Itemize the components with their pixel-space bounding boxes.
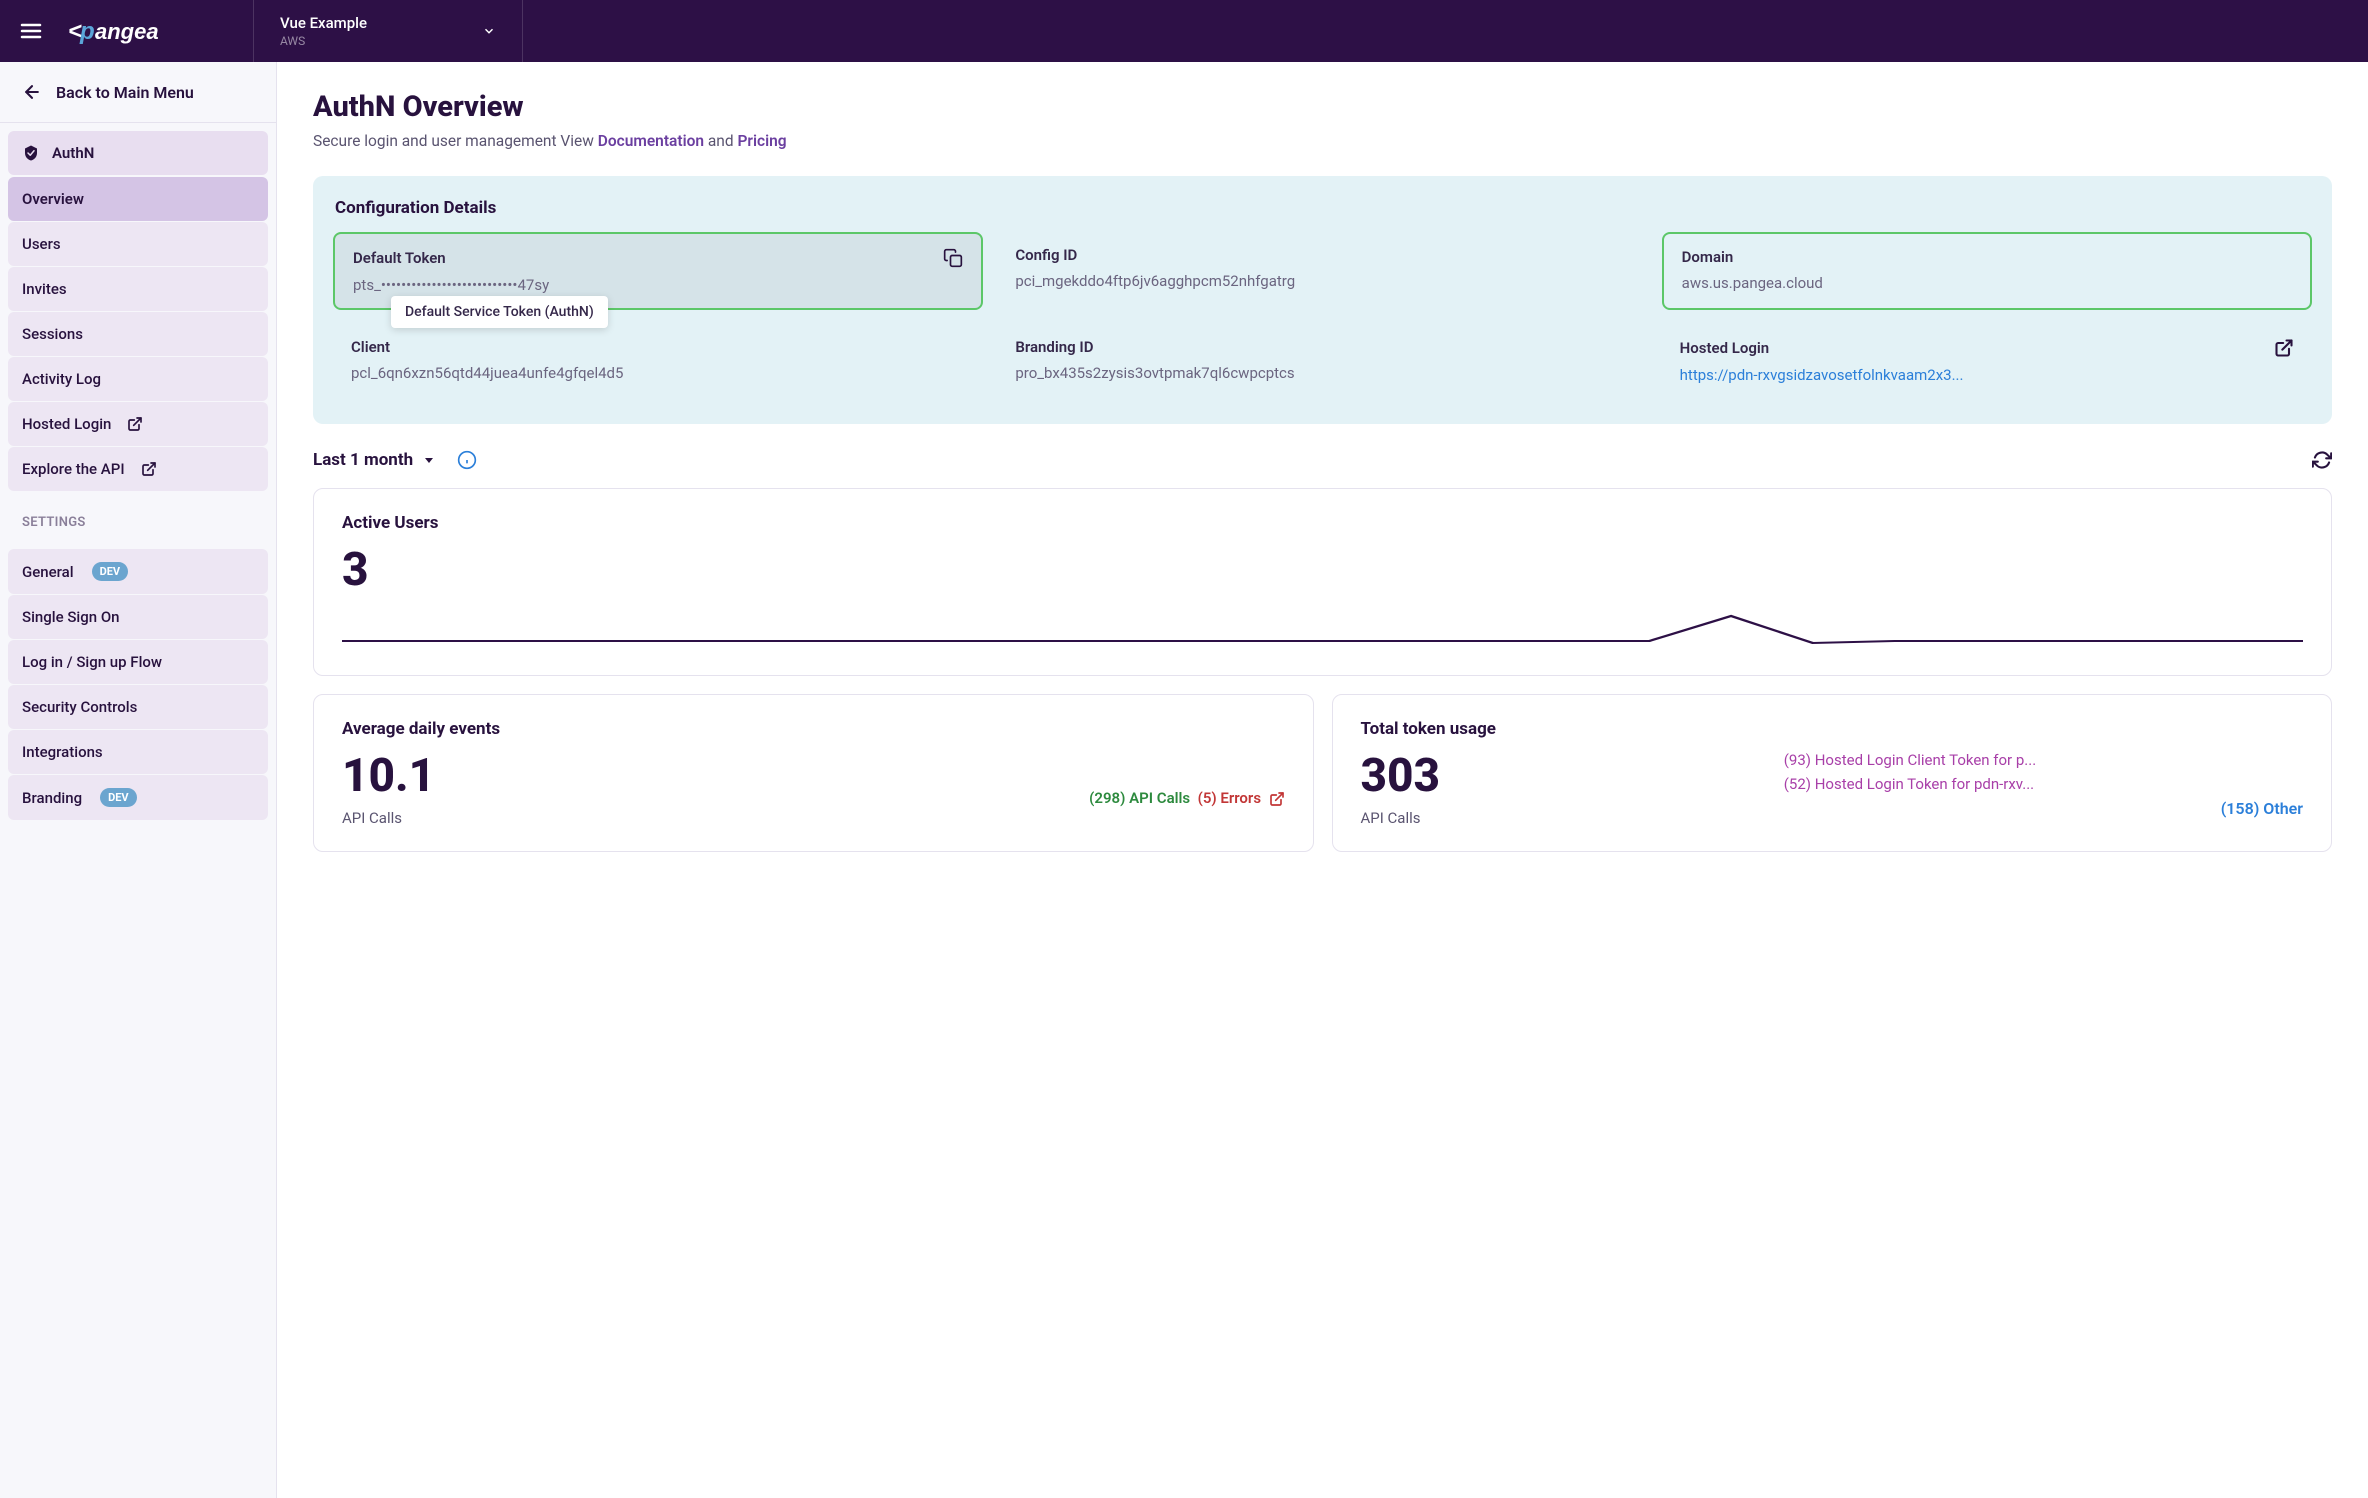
sidebar-item-general[interactable]: General DEV (8, 549, 268, 594)
token-usage-line-2: (52) Hosted Login Token for pdn-rxv... (1784, 775, 2303, 793)
active-users-value: 3 (342, 547, 2303, 593)
refresh-icon[interactable] (2312, 450, 2332, 470)
external-link-icon (127, 416, 143, 432)
svg-text:p: p (79, 18, 95, 45)
chevron-down-icon (482, 24, 496, 38)
sidebar-item-hosted-login[interactable]: Hosted Login (8, 402, 268, 446)
back-to-main-menu[interactable]: Back to Main Menu (0, 62, 276, 123)
back-label: Back to Main Menu (56, 83, 194, 102)
sidebar-item-sso[interactable]: Single Sign On (8, 595, 268, 639)
active-users-sparkline (342, 611, 2303, 651)
config-default-token-value: pts_•••••••••••••••••••••••••••47sy (353, 276, 963, 294)
project-sub: AWS (280, 34, 367, 48)
avg-events-sub: API Calls (342, 809, 1285, 827)
sidebar-item-overview[interactable]: Overview (8, 177, 268, 221)
page-title: AuthN Overview (313, 90, 2332, 124)
api-calls-count: (298) API Calls (1089, 789, 1190, 807)
token-usage-card: Total token usage (93) Hosted Login Clie… (1332, 694, 2333, 852)
period-selector[interactable]: Last 1 month (313, 450, 477, 470)
sidebar-item-integrations[interactable]: Integrations (8, 730, 268, 774)
external-link-icon[interactable] (1269, 791, 1285, 807)
shield-check-icon (22, 144, 40, 162)
page-subtitle: Secure login and user management View Do… (313, 132, 2332, 150)
config-client-token: Client pcl_6qn6xzn56qtd44juea4unfe4gfqel… (333, 324, 983, 398)
project-name: Vue Example (280, 14, 367, 32)
sidebar-item-users[interactable]: Users (8, 222, 268, 266)
avg-events-title: Average daily events (342, 719, 1285, 739)
arrow-left-icon (22, 82, 42, 102)
config-client-token-value: pcl_6qn6xzn56qtd44juea4unfe4gfqel4d5 (351, 364, 965, 382)
sidebar-item-invites[interactable]: Invites (8, 267, 268, 311)
caret-down-icon (423, 454, 435, 466)
external-link-icon[interactable] (2274, 338, 2294, 358)
token-usage-title: Total token usage (1361, 719, 2304, 739)
copy-icon[interactable] (943, 248, 963, 268)
avg-events-card: Average daily events (298) API Calls (5)… (313, 694, 1314, 852)
active-users-title: Active Users (342, 513, 2303, 533)
config-hosted-login: Hosted Login https://pdn-rxvgsidzavosetf… (1662, 324, 2312, 398)
main-content: AuthN Overview Secure login and user man… (277, 62, 2368, 1498)
token-usage-line-1: (93) Hosted Login Client Token for p... (1784, 751, 2303, 769)
config-domain: Domain aws.us.pangea.cloud (1662, 232, 2312, 310)
svg-text:angea: angea (95, 19, 159, 44)
config-config-id: Config ID pci_mgekddo4ftp6jv6agghpcm52nh… (997, 232, 1647, 310)
pangea-logo[interactable]: < p angea (62, 17, 253, 45)
sidebar-item-branding[interactable]: Branding DEV (8, 775, 268, 820)
hamburger-menu[interactable] (0, 19, 62, 43)
config-title: Configuration Details (333, 198, 2312, 218)
sidebar-top-label: AuthN (52, 144, 94, 162)
config-hosted-login-value[interactable]: https://pdn-rxvgsidzavosetfolnkvaam2x3..… (1680, 366, 2294, 384)
config-branding-id: Branding ID pro_bx435s2zysis3ovtpmak7ql6… (997, 324, 1647, 398)
errors-count: (5) Errors (1198, 789, 1261, 807)
dev-badge: DEV (100, 788, 137, 807)
config-branding-id-value: pro_bx435s2zysis3ovtpmak7ql6cwpcptcs (1015, 364, 1629, 382)
sidebar: Back to Main Menu AuthN Overview Users I… (0, 62, 277, 1498)
dev-badge: DEV (92, 562, 129, 581)
info-icon[interactable] (457, 450, 477, 470)
sidebar-item-login-flow[interactable]: Log in / Sign up Flow (8, 640, 268, 684)
config-config-id-value: pci_mgekddo4ftp6jv6agghpcm52nhfgatrg (1015, 272, 1629, 290)
sidebar-item-explore-api[interactable]: Explore the API (8, 447, 268, 491)
active-users-card: Active Users 3 (313, 488, 2332, 676)
documentation-link[interactable]: Documentation (598, 132, 704, 150)
external-link-icon (141, 461, 157, 477)
sidebar-item-activity-log[interactable]: Activity Log (8, 357, 268, 401)
tooltip: Default Service Token (AuthN) (391, 296, 608, 328)
config-default-token: Default Token pts_••••••••••••••••••••••… (333, 232, 983, 310)
topbar: < p angea Vue Example AWS (0, 0, 2368, 62)
sidebar-item-sessions[interactable]: Sessions (8, 312, 268, 356)
sidebar-item-security-controls[interactable]: Security Controls (8, 685, 268, 729)
settings-section-label: SETTINGS (0, 499, 276, 540)
token-usage-other[interactable]: (158) Other (1784, 799, 2303, 818)
configuration-details-panel: Configuration Details Default Token pts_… (313, 176, 2332, 424)
project-selector[interactable]: Vue Example AWS (253, 0, 523, 62)
config-domain-value: aws.us.pangea.cloud (1682, 274, 2210, 292)
pricing-link[interactable]: Pricing (737, 132, 786, 150)
sidebar-item-authn[interactable]: AuthN (8, 131, 268, 175)
